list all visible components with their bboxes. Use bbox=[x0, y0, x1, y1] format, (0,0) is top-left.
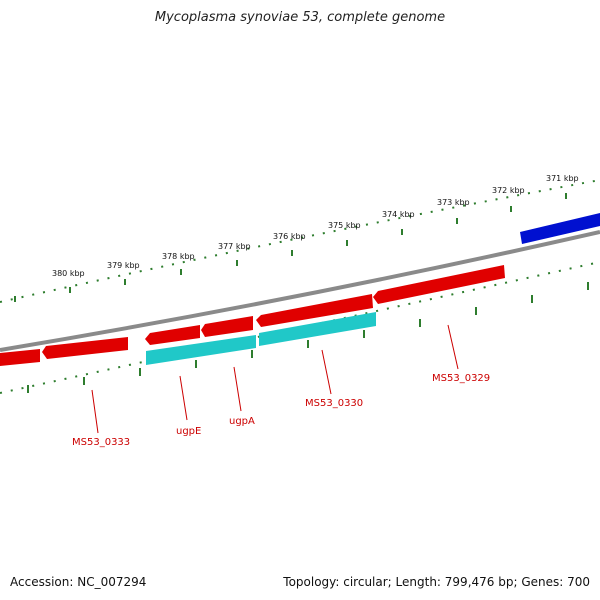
tick-label: 377 kbp bbox=[218, 242, 251, 251]
gene-labels: MS53_0329 MS53_0330 ugpA ugpE MS53_0333 bbox=[72, 373, 490, 448]
tick-label: 372 kbp bbox=[492, 186, 525, 195]
gene-label: ugpE bbox=[176, 426, 201, 437]
cds-ugpE bbox=[146, 335, 256, 365]
inner-ruler bbox=[0, 261, 600, 394]
tick-label: 373 kbp bbox=[437, 198, 470, 207]
accession-text: Accession: NC_007294 bbox=[10, 575, 147, 589]
label-leaders bbox=[91, 324, 459, 434]
tick-label: 380 kbp bbox=[52, 269, 85, 278]
gene-ugpA bbox=[201, 316, 253, 337]
outer-ruler bbox=[0, 179, 600, 303]
tick-label: 379 kbp bbox=[107, 261, 140, 270]
gene-MS53_0330 bbox=[256, 294, 373, 327]
tick-label: 375 kbp bbox=[328, 221, 361, 230]
genome-backbone bbox=[0, 230, 600, 352]
cds-track bbox=[146, 312, 376, 365]
gene-label: MS53_0330 bbox=[305, 398, 363, 409]
gene-0336 bbox=[0, 349, 40, 366]
gene-ugpE bbox=[145, 325, 200, 345]
tick-label: 378 kbp bbox=[162, 252, 195, 261]
gene-label: ugpA bbox=[229, 416, 255, 427]
tick-label: 376 kbp bbox=[273, 232, 306, 241]
map-title: Mycoplasma synoviae 53, complete genome bbox=[154, 10, 446, 25]
gene-label: MS53_0329 bbox=[432, 373, 490, 384]
gene-track-forward bbox=[0, 265, 505, 366]
gene-MS53_0329 bbox=[373, 265, 505, 304]
gene-label: MS53_0333 bbox=[72, 437, 130, 448]
tick-labels: 371 kbp 372 kbp 373 kbp 374 kbp 375 kbp … bbox=[52, 174, 579, 278]
gene-blue bbox=[520, 213, 600, 244]
tick-label: 371 kbp bbox=[546, 174, 579, 183]
cds-ugpA bbox=[259, 312, 376, 346]
summary-text: Topology: circular; Length: 799,476 bp; … bbox=[283, 575, 590, 589]
gene-MS53_0333 bbox=[42, 337, 128, 359]
outer-major-ticks bbox=[14, 193, 567, 302]
tick-label: 374 kbp bbox=[382, 210, 415, 219]
inner-major-ticks bbox=[27, 282, 589, 393]
